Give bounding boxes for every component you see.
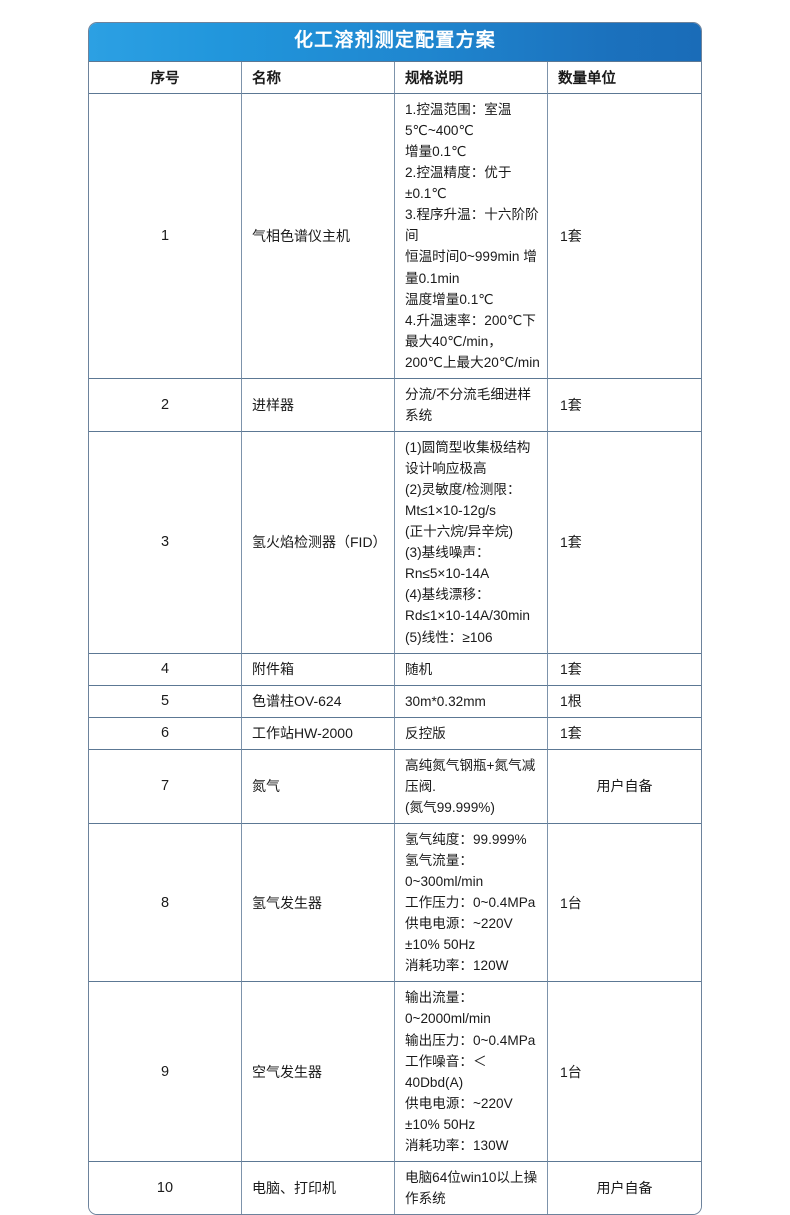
cell-name: 进样器 <box>242 378 395 432</box>
column-header-qty: 数量单位 <box>548 62 701 94</box>
page-root: 化工溶剂测定配置方案 序号 名称 规格说明 数量单位 1 气相色谱仪主机 1.控… <box>88 22 702 1215</box>
column-header-spec: 规格说明 <box>395 62 548 94</box>
table-row: 7 氮气 高纯氮气钢瓶+氮气减压阀. (氮气99.999%) 用户自备 <box>89 749 701 824</box>
cell-no: 1 <box>89 94 242 379</box>
column-header-name: 名称 <box>242 62 395 94</box>
table-row: 2 进样器 分流/不分流毛细进样系统 1套 <box>89 378 701 432</box>
cell-spec: (1)圆筒型收集极结构设计响应极高 (2)灵敏度/检测限：Mt≤1×10-12g… <box>395 431 548 654</box>
cell-name: 气相色谱仪主机 <box>242 94 395 379</box>
cell-qty: 1根 <box>548 685 701 718</box>
cell-no: 7 <box>89 749 242 824</box>
table-row: 6 工作站HW-2000 反控版 1套 <box>89 717 701 750</box>
table-row: 9 空气发生器 输出流量：0~2000ml/min 输出压力：0~0.4MPa … <box>89 982 701 1162</box>
cell-no: 10 <box>89 1161 242 1214</box>
cell-no: 3 <box>89 431 242 654</box>
cell-no: 9 <box>89 982 242 1162</box>
cell-qty: 1套 <box>548 653 701 686</box>
cell-qty: 1套 <box>548 431 701 654</box>
column-header-no: 序号 <box>89 62 242 94</box>
cell-spec: 分流/不分流毛细进样系统 <box>395 378 548 432</box>
table-row: 1 气相色谱仪主机 1.控温范围：室温 5℃~400℃ 增量0.1℃ 2.控温精… <box>89 94 701 379</box>
table-body: 化工溶剂测定配置方案 序号 名称 规格说明 数量单位 1 气相色谱仪主机 1.控… <box>89 23 701 1214</box>
cell-name: 氢气发生器 <box>242 823 395 983</box>
table-row: 5 色谱柱OV-624 30m*0.32mm 1根 <box>89 685 701 718</box>
table-title-row: 化工溶剂测定配置方案 <box>89 23 701 62</box>
cell-name: 空气发生器 <box>242 982 395 1162</box>
cell-name: 工作站HW-2000 <box>242 717 395 750</box>
table-row: 10 电脑、打印机 电脑64位win10以上操作系统 用户自备 <box>89 1161 701 1214</box>
page-title: 化工溶剂测定配置方案 <box>293 30 496 51</box>
cell-spec: 输出流量：0~2000ml/min 输出压力：0~0.4MPa 工作噪音：＜40… <box>395 982 548 1162</box>
table-row: 4 附件箱 随机 1套 <box>89 653 701 686</box>
cell-qty: 1台 <box>548 982 701 1162</box>
cell-name: 电脑、打印机 <box>242 1161 395 1214</box>
cell-qty: 1套 <box>548 717 701 750</box>
cell-name: 附件箱 <box>242 653 395 686</box>
cell-no: 2 <box>89 378 242 432</box>
table-title-cell: 化工溶剂测定配置方案 <box>89 23 701 62</box>
cell-spec: 30m*0.32mm <box>395 685 548 718</box>
cell-spec: 随机 <box>395 653 548 686</box>
cell-no: 5 <box>89 685 242 718</box>
cell-spec: 高纯氮气钢瓶+氮气减压阀. (氮气99.999%) <box>395 749 548 824</box>
cell-no: 4 <box>89 653 242 686</box>
column-header-row: 序号 名称 规格说明 数量单位 <box>89 62 701 94</box>
table-row: 8 氢气发生器 氢气纯度：99.999% 氢气流量：0~300ml/min 工作… <box>89 823 701 983</box>
cell-name: 色谱柱OV-624 <box>242 685 395 718</box>
cell-qty: 1套 <box>548 94 701 379</box>
cell-spec: 反控版 <box>395 717 548 750</box>
cell-spec: 氢气纯度：99.999% 氢气流量：0~300ml/min 工作压力：0~0.4… <box>395 823 548 983</box>
cell-name: 氢火焰检测器（FID） <box>242 431 395 654</box>
cell-no: 8 <box>89 823 242 983</box>
cell-spec: 电脑64位win10以上操作系统 <box>395 1161 548 1214</box>
cell-no: 6 <box>89 717 242 750</box>
table-row: 3 氢火焰检测器（FID） (1)圆筒型收集极结构设计响应极高 (2)灵敏度/检… <box>89 431 701 654</box>
configuration-table: 化工溶剂测定配置方案 序号 名称 规格说明 数量单位 1 气相色谱仪主机 1.控… <box>88 22 702 1215</box>
cell-qty: 用户自备 <box>548 749 701 824</box>
cell-spec: 1.控温范围：室温 5℃~400℃ 增量0.1℃ 2.控温精度：优于±0.1℃ … <box>395 94 548 379</box>
cell-qty: 1台 <box>548 823 701 983</box>
cell-name: 氮气 <box>242 749 395 824</box>
cell-qty: 1套 <box>548 378 701 432</box>
cell-qty: 用户自备 <box>548 1161 701 1214</box>
